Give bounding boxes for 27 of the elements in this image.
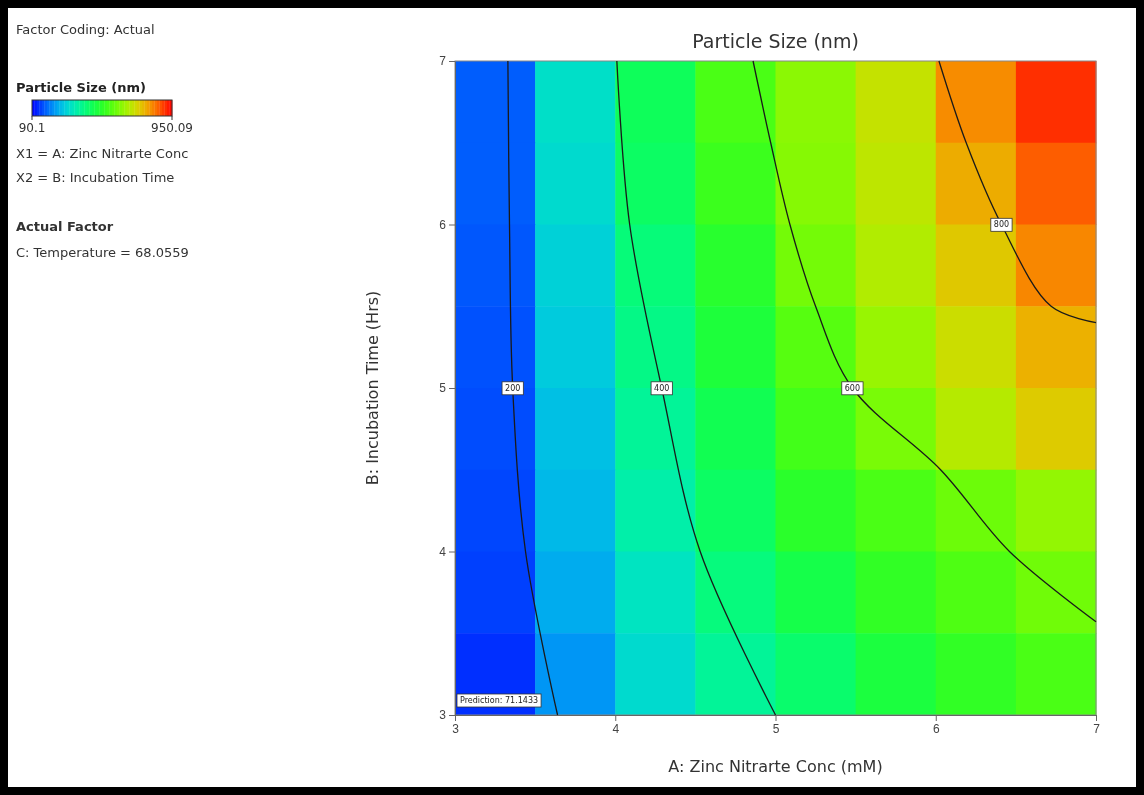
y-tick-label: 4: [439, 544, 447, 559]
x-tick-label: 4: [612, 721, 620, 736]
text: Actual Factor: [16, 219, 114, 234]
text: C: Temperature = 68.0559: [16, 245, 189, 260]
series-label: 200: [505, 383, 521, 393]
x-tick-label: 5: [772, 721, 780, 736]
y-tick-label: 3: [439, 708, 447, 723]
color-bar-title: Particle Size (nm): [16, 80, 146, 95]
text: Factor Coding: Actual: [16, 22, 155, 37]
series-label: 400: [654, 383, 670, 393]
y-tick-label: 7: [439, 54, 447, 69]
annotation: Prediction: 71.1433: [460, 696, 539, 705]
text: X1 = A: Zinc Nitrarte Conc: [16, 146, 189, 161]
y-axis-title: B: Incubation Time (Hrs): [363, 290, 382, 486]
y-tick-label: 5: [439, 381, 447, 396]
text: X2 = B: Incubation Time: [16, 170, 175, 185]
y-tick-label: 6: [439, 217, 447, 232]
x-tick-label: 3: [452, 721, 460, 736]
x-tick-label: 6: [932, 721, 940, 736]
x-tick-label: 7: [1093, 721, 1101, 736]
line-series: [938, 60, 1097, 324]
line-series: [616, 60, 777, 716]
chart-title: Particle Size (nm): [692, 30, 859, 52]
color-bar-label: 90.1: [18, 121, 46, 135]
x-axis-title: A: Zinc Nitrarte Conc (mM): [668, 757, 883, 776]
color-bar-label: 950.09: [151, 121, 193, 135]
line-series: [752, 60, 1097, 623]
